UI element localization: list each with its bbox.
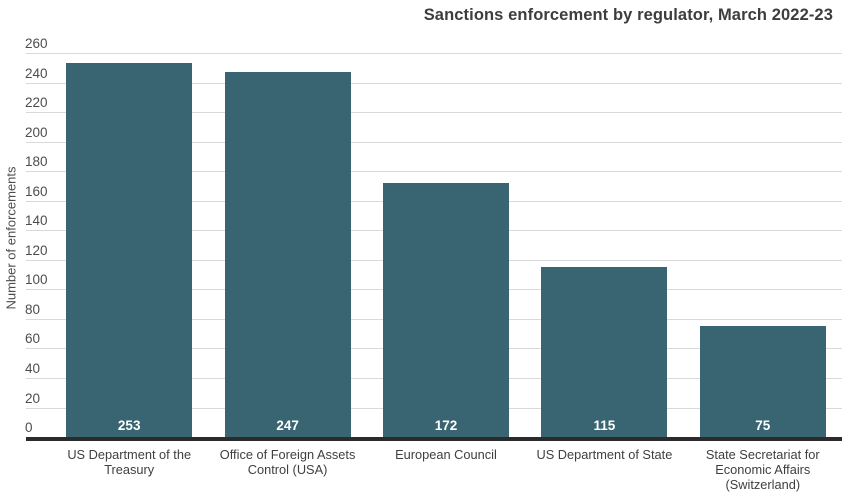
bar: 247	[224, 72, 351, 437]
y-tick-label: 60	[25, 331, 41, 347]
y-tick-label: 220	[25, 95, 48, 111]
bar-value-label: 247	[276, 417, 299, 433]
y-tick-label: 100	[25, 272, 48, 288]
bar-value-label: 253	[117, 417, 141, 433]
y-tick-label: 140	[25, 213, 48, 229]
x-axis-line	[26, 437, 842, 441]
x-category-label: State Secretariat for Economic Affairs (…	[705, 447, 820, 492]
chart-title: Sanctions enforcement by regulator, Marc…	[423, 6, 833, 24]
x-category-label: Office of Foreign Assets Control (USA)	[219, 447, 356, 477]
bar: 75	[699, 326, 826, 437]
bar-value-label: 115	[593, 417, 616, 433]
y-tick-label: 0	[25, 420, 33, 435]
x-category-label: US Department of the Treasury	[67, 447, 192, 477]
y-tick-label: 120	[25, 242, 48, 258]
bar: 115	[541, 267, 668, 437]
y-tick-label: 160	[25, 183, 48, 199]
y-tick-label: 40	[25, 360, 41, 376]
y-tick-label: 20	[25, 390, 41, 406]
y-tick-label: 260	[25, 36, 48, 52]
y-tick-label: 180	[25, 154, 48, 170]
gridline	[26, 141, 842, 143]
bar-value-label: 172	[434, 418, 458, 433]
gridline	[26, 53, 842, 55]
bar: 253	[66, 63, 193, 437]
gridline	[26, 82, 842, 84]
x-category-label: US Department of State	[536, 447, 673, 462]
y-tick-label: 200	[25, 124, 48, 140]
bar: 172	[383, 183, 509, 437]
gridline	[26, 171, 842, 173]
bar-value-label: 75	[755, 417, 771, 433]
y-tick-label: 240	[25, 65, 48, 81]
x-category-label: European Council	[395, 447, 497, 462]
y-tick-label: 80	[25, 301, 41, 317]
gridline	[26, 112, 842, 114]
